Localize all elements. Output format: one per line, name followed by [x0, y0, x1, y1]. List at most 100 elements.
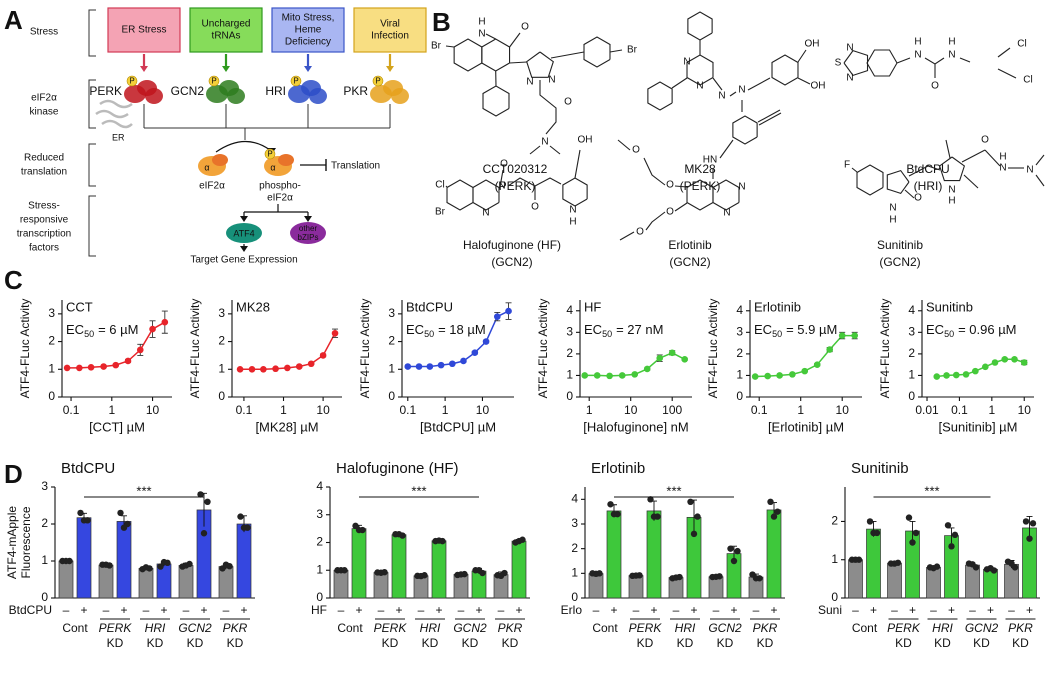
bracket — [88, 79, 96, 129]
treatment-sign: + — [120, 603, 127, 617]
bond — [984, 149, 1001, 167]
atom-label: N — [498, 181, 505, 192]
ring — [562, 177, 588, 207]
bond — [674, 202, 688, 212]
bond — [539, 80, 557, 135]
category-label: HRI — [932, 621, 953, 635]
treatment-sign: + — [395, 603, 402, 617]
chart-title: Erlotinib — [591, 460, 645, 477]
arrow-head — [222, 66, 230, 72]
y-tick-label: 1 — [736, 368, 743, 382]
y-tick-label: 1 — [41, 553, 48, 567]
x-tick-label: 10 — [1018, 403, 1032, 417]
y-axis-label: Fluorescence — [19, 506, 33, 578]
treatment-sign: – — [458, 603, 465, 617]
y-tick-label: 3 — [566, 325, 573, 339]
treatment-sign: – — [969, 603, 976, 617]
row-label: Stress — [30, 27, 58, 38]
data-point — [248, 365, 256, 373]
atf4-icon — [226, 223, 262, 243]
x-tick-label: 1 — [586, 403, 593, 417]
treatment-sign: – — [852, 603, 859, 617]
category-label: PERK — [887, 621, 921, 635]
y-tick-label: 2 — [41, 516, 48, 530]
y-tick-label: 3 — [218, 306, 225, 320]
replicate-point — [240, 524, 248, 531]
category-label: HRI — [420, 621, 441, 635]
x-axis-label: [CCT] µM — [89, 419, 145, 434]
treatment-sign: – — [673, 603, 680, 617]
y-tick-label: 0 — [736, 389, 743, 403]
treatment-sign: + — [160, 603, 167, 617]
replicate-point — [610, 510, 618, 518]
bond — [1035, 174, 1045, 187]
category-sublabel: KD — [462, 636, 479, 650]
y-tick-label: 2 — [736, 346, 743, 360]
x-tick-label: 0.01 — [915, 403, 939, 417]
category-sublabel: KD — [677, 636, 694, 650]
treatment-sign: + — [240, 603, 247, 617]
atom-label: HN — [703, 155, 717, 166]
atom-label: S — [835, 58, 842, 69]
data-point — [284, 364, 291, 372]
bond — [908, 165, 941, 177]
phospho-label: P — [375, 77, 380, 86]
atom-label: H — [948, 37, 955, 48]
compound-name: Erlotinib — [668, 238, 712, 252]
bond — [924, 57, 945, 65]
category-label: Cont — [337, 621, 363, 635]
atom-label: N — [738, 85, 745, 96]
bar — [116, 521, 132, 599]
replicate-point — [951, 531, 959, 539]
treatment-sign: – — [1008, 603, 1015, 617]
row-label: translation — [21, 167, 67, 178]
atom-label: H — [569, 217, 576, 228]
row-label: responsive — [20, 215, 69, 226]
y-axis-label: ATF4-FLuc Activity — [18, 299, 32, 399]
data-point — [618, 372, 626, 379]
atom-label: N — [478, 29, 485, 40]
ring — [686, 54, 714, 86]
treatment-sign: + — [610, 603, 617, 617]
atom-label: N — [718, 91, 725, 102]
atom-label: O — [666, 180, 674, 191]
data-point — [272, 365, 279, 373]
bond — [851, 167, 858, 173]
y-tick-label: 1 — [218, 361, 225, 375]
category-sublabel: KD — [107, 636, 124, 650]
bond — [997, 68, 1017, 79]
treatment-label: Erlo — [561, 603, 583, 617]
treatment-sign: – — [713, 603, 720, 617]
replicate-point — [435, 537, 443, 544]
replicate-point — [727, 545, 734, 552]
replicate-point — [774, 508, 781, 515]
bond — [904, 189, 915, 199]
compound-name: CCT020312 — [483, 162, 548, 176]
phospho-marker — [290, 75, 302, 87]
replicate-point — [770, 513, 778, 520]
data-point — [404, 363, 412, 370]
treatment-sign: – — [338, 603, 345, 617]
stress-box — [353, 7, 427, 53]
bar — [766, 509, 782, 599]
atom-label: N — [846, 43, 853, 54]
y-axis-label: ATF4-FLuc Activity — [706, 299, 720, 399]
category-sublabel: KD — [934, 636, 951, 650]
y-tick-label: 1 — [316, 562, 323, 576]
replicate-point — [912, 529, 920, 537]
kinase-icon — [227, 88, 245, 104]
phospho-label: P — [293, 77, 298, 86]
bracket — [88, 143, 96, 187]
y-axis-label: ATF4-FLuc Activity — [536, 299, 550, 399]
treatment-sign: + — [355, 603, 362, 617]
bar — [628, 575, 644, 599]
x-tick-label: 10 — [624, 403, 638, 417]
atom-label: Cl — [1017, 39, 1026, 50]
data-point — [933, 373, 941, 380]
data-point — [112, 361, 120, 369]
replicate-point — [355, 526, 363, 534]
y-tick-label: 2 — [388, 334, 395, 348]
phospho-label: P — [211, 77, 216, 86]
replicate-point — [395, 530, 403, 538]
replicate-point — [632, 572, 640, 579]
